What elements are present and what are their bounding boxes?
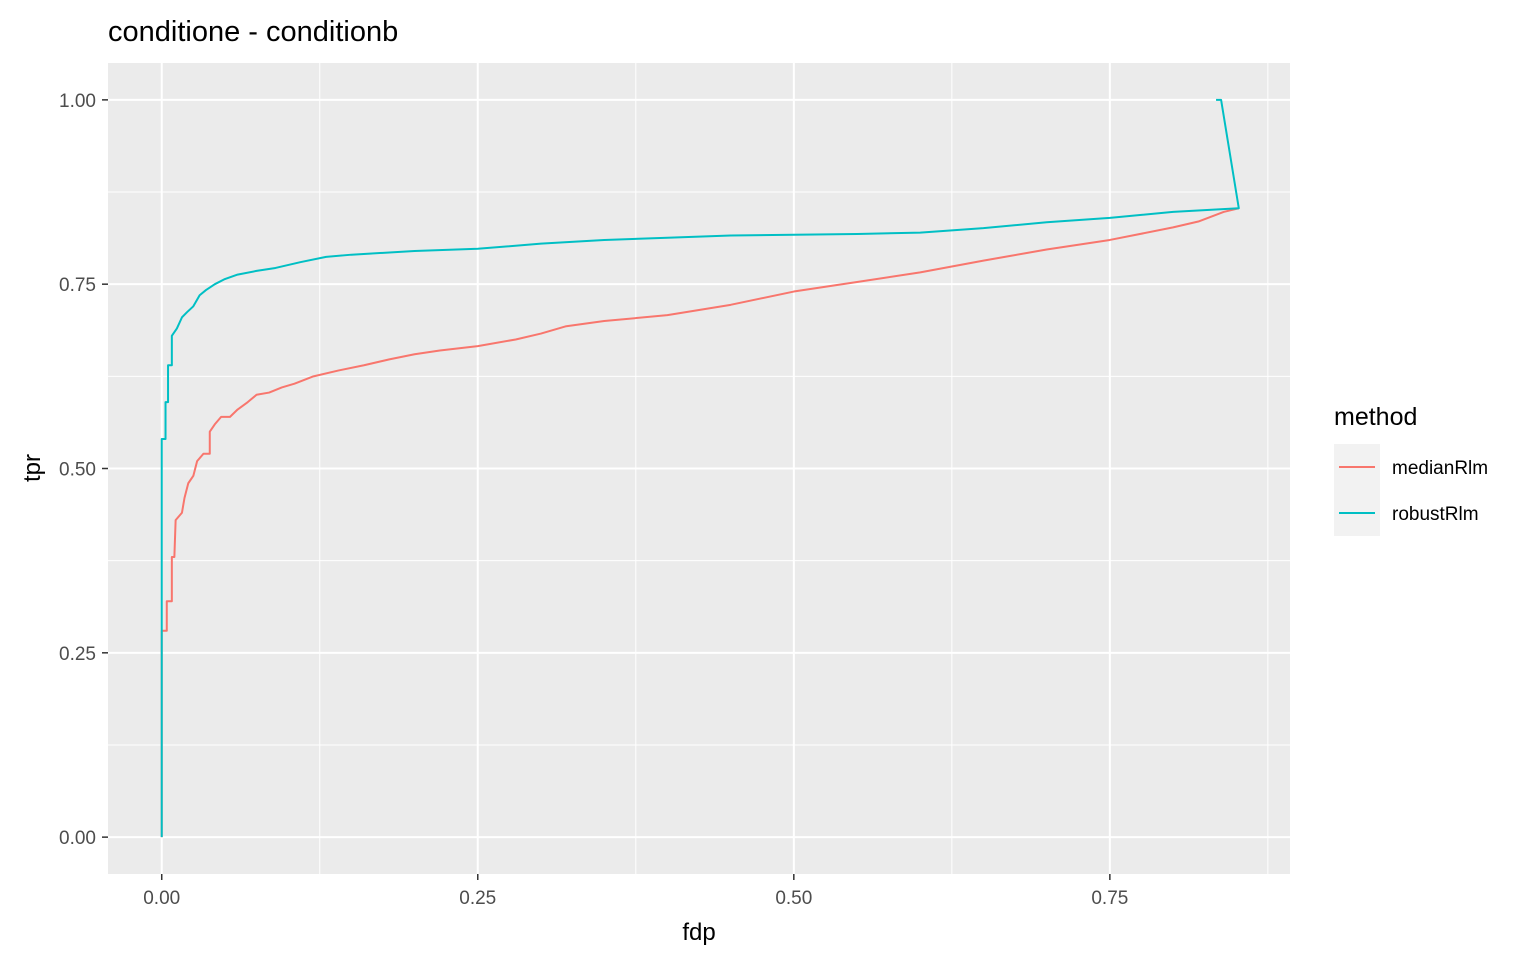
series-line-robustRlm bbox=[160, 98, 1240, 838]
x-tick-label: 0.00 bbox=[143, 888, 180, 909]
y-axis: 0.00 0.25 0.50 0.75 1.00 bbox=[59, 91, 108, 849]
legend-items: medianRlm robustRlm bbox=[1334, 444, 1488, 536]
x-axis: 0.00 0.25 0.50 0.75 bbox=[143, 874, 1128, 909]
y-tick-label: 0.25 bbox=[59, 644, 96, 665]
legend-label: medianRlm bbox=[1392, 458, 1488, 479]
x-tick-label: 0.50 bbox=[775, 888, 812, 909]
legend-label: robustRlm bbox=[1392, 504, 1479, 525]
x-axis-label: fdp bbox=[682, 919, 715, 946]
y-tick-label: 0.50 bbox=[59, 460, 96, 481]
chart-title: conditione - conditionb bbox=[108, 16, 398, 48]
series-line-medianRlm bbox=[160, 207, 1240, 838]
x-tick-label: 0.75 bbox=[1091, 888, 1128, 909]
y-tick-label: 0.00 bbox=[59, 828, 96, 849]
y-tick-label: 0.75 bbox=[59, 275, 96, 296]
series-layer bbox=[160, 98, 1240, 838]
x-tick-label: 0.25 bbox=[459, 888, 496, 909]
y-axis-label: tpr bbox=[19, 454, 46, 482]
y-tick-label: 1.00 bbox=[59, 91, 96, 112]
legend-title: method bbox=[1334, 403, 1417, 431]
legend: method medianRlm robustRlm bbox=[1334, 403, 1488, 536]
